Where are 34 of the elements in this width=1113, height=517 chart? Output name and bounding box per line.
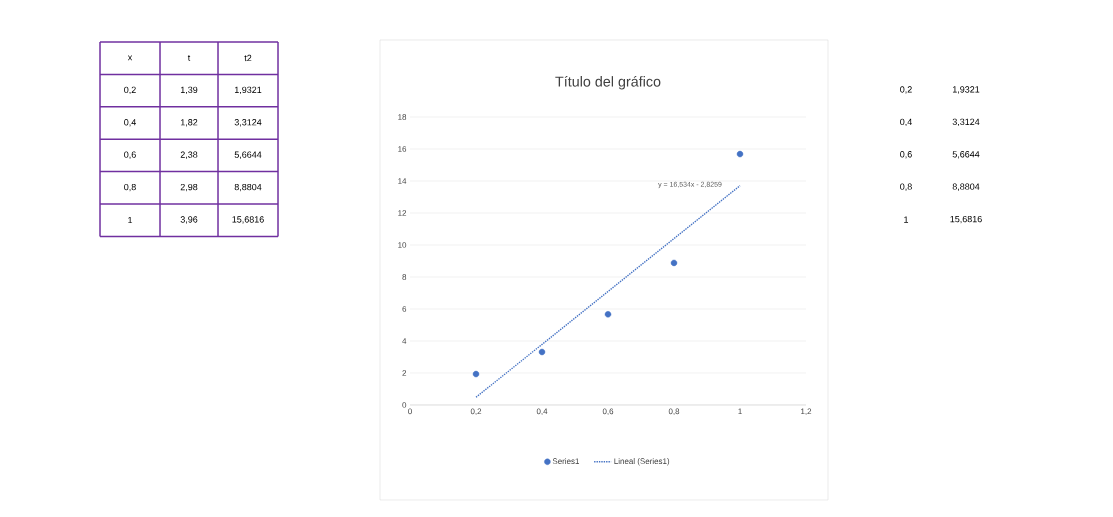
text: 1,9321 (952, 86, 980, 94)
text: x (127, 55, 133, 61)
text: 1,9321 (234, 86, 262, 95)
text: 0,6 (900, 151, 912, 159)
point (472, 370, 480, 378)
text: 2,98 (180, 183, 198, 192)
text: 1 (128, 216, 133, 224)
text: 0,6 (124, 151, 136, 159)
text: 0,8 (900, 183, 912, 191)
text: 8,8804 (234, 183, 262, 192)
text: 2,38 (180, 151, 198, 159)
text: 5,6644 (952, 151, 980, 159)
text: 15,6816 (232, 216, 264, 224)
chart-title: Título del gráfico (555, 75, 661, 90)
text: 0,2 (124, 86, 136, 95)
text: 3,3124 (952, 118, 980, 127)
point (670, 259, 678, 267)
text: 3,3124 (234, 119, 262, 127)
text: 0,2 (900, 86, 912, 94)
text: 0,8 (124, 183, 136, 192)
point (736, 150, 744, 158)
text: 15,6816 (950, 215, 982, 224)
text: 1 (904, 216, 909, 223)
text: 1,82 (180, 119, 198, 127)
text: 3,96 (180, 216, 198, 224)
point (604, 311, 612, 318)
text: 5,6644 (234, 151, 262, 159)
point (538, 348, 546, 356)
text: 8,8804 (952, 183, 980, 191)
text: t2 (244, 54, 252, 62)
text: 1,39 (180, 86, 198, 95)
text: t (187, 55, 191, 61)
text: 0,4 (900, 118, 912, 127)
text: 0,4 (124, 119, 136, 127)
